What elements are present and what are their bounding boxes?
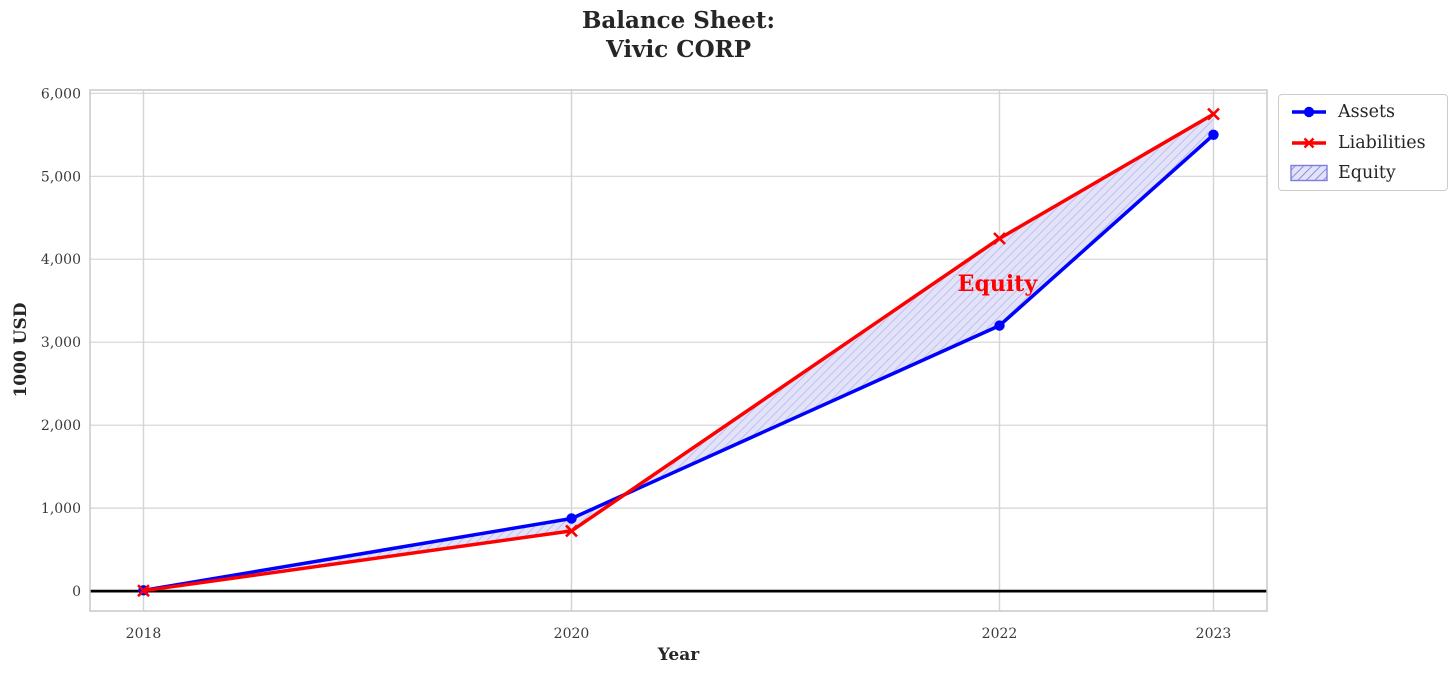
legend-label-assets: Assets [1338,102,1395,122]
y-tick-label: 6,000 [41,86,81,102]
y-tick-label: 2,000 [41,418,81,434]
x-tick-label: 2022 [982,626,1018,642]
y-tick-label: 5,000 [41,169,81,185]
plot-frame [89,89,1268,612]
legend-item-equity: Equity [1289,163,1437,183]
liabilities-x-marker [137,584,150,598]
chart-title-line1: Balance Sheet: [581,7,776,34]
legend: Assets Liabilities Equity [1278,94,1448,191]
equity-fill-band [143,114,1214,591]
chart-title: Balance Sheet: Vivic CORP [90,6,1267,64]
assets-circle-marker [994,320,1005,331]
assets-line [141,133,1216,593]
legend-assets-circle-marker-icon [1303,106,1315,118]
liabilities-x-marker [993,232,1006,245]
legend-liabilities-x-marker-icon [1303,137,1315,148]
chart-title-line2: Vivic CORP [605,36,752,63]
liabilities-x-marker [1207,107,1220,121]
equity-annotation: Equity [958,271,1039,297]
equity-patch-sample-icon [1290,164,1328,182]
x-tick-label: 2023 [1196,626,1232,642]
y-tick-label: 3,000 [41,335,81,351]
assets-circle-marker [1208,129,1219,140]
liabilities-x-marker [565,524,578,538]
y-tick-label: 1,000 [41,501,81,517]
legend-item-liabilities: Liabilities [1289,133,1437,153]
x-axis-label: Year [657,645,700,665]
legend-label-equity: Equity [1338,163,1396,183]
assets-line-sample-icon [1292,106,1326,118]
liabilities-line [141,112,1216,593]
legend-label-liabilities: Liabilities [1338,132,1426,153]
x-tick-label: 2018 [126,626,162,642]
y-tick-label: 0 [72,584,81,600]
liabilities-line-sample-icon [1292,137,1326,148]
y-tick-label: 4,000 [41,252,81,268]
x-tick-label: 2020 [554,626,590,642]
legend-item-assets: Assets [1289,102,1437,122]
assets-circle-marker [566,513,577,524]
y-axis-label: 1000 USD [11,302,31,398]
legend-equity-hatch-swatch-icon [1290,164,1328,182]
